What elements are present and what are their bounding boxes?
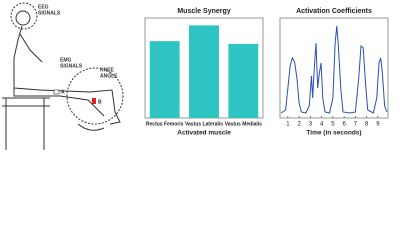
knee-zone [66,67,124,125]
leg [39,89,121,125]
emg-label: SIGNALS [60,63,83,69]
head [15,10,31,26]
eeg-label: SIGNALS [38,10,61,16]
x-tick-label: 2 [297,122,301,128]
knee-label: KNEE [100,67,115,73]
bar [149,41,180,118]
x-tick-label: Vastus Lateralis [185,121,223,127]
chart-title: Muscle Synergy [177,8,230,15]
x-tick-label: 4 [320,122,324,128]
activation-line [280,25,388,114]
sensor-a [53,89,60,95]
bar [189,25,219,118]
angle-arrow [77,123,105,131]
x-tick-label: 6 [342,122,346,128]
eeg-zone [10,2,38,30]
bar [228,43,259,118]
x-tick-label: 3 [309,122,313,128]
plot-area [279,17,389,119]
x-axis-label: Time (in seconds) [306,130,361,137]
emg-label: EMG [60,57,72,63]
x-tick-label: 7 [354,122,358,128]
x-tick-label: 5 [331,122,335,128]
x-tick-label: 1 [286,122,290,128]
sensor-b [92,98,96,104]
eeg-label: EEG [38,4,49,10]
x-tick-label: Rectus Femoris [146,121,184,127]
body [13,25,60,97]
chart-title: Activation Coefficients [296,8,372,15]
x-axis-label: Activated muscle [177,130,231,137]
chair [2,97,50,150]
x-tick-label: Vastus Medialis [225,121,262,127]
figure: EEG SIGNALS EMG SIGNALS KNEE ANGLE A B M… [2,2,389,150]
point-label: A [61,89,65,95]
point-label: B [98,99,102,105]
x-tick-label: 9 [376,122,380,128]
knee-label: ANGLE [100,73,118,79]
x-tick-label: 8 [365,122,369,128]
illustration: EEG SIGNALS EMG SIGNALS KNEE ANGLE A B [2,2,124,150]
